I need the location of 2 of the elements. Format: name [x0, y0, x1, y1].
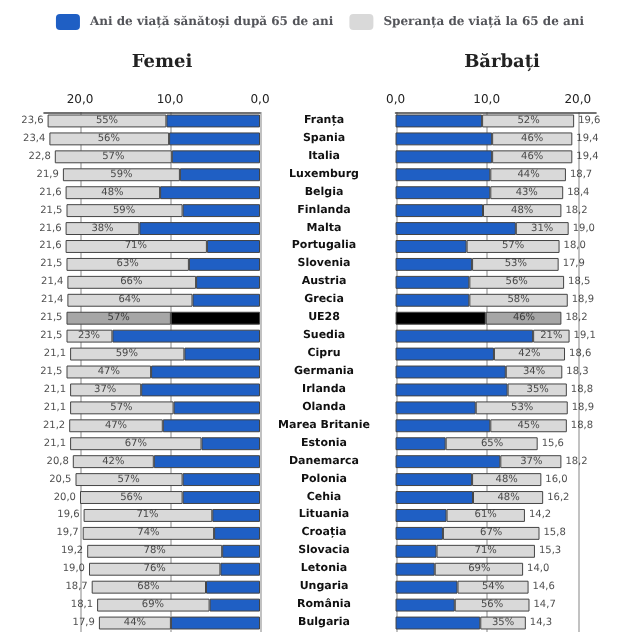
- chart-title: Bărbați: [464, 53, 542, 73]
- chart-title: Femei: [131, 53, 194, 73]
